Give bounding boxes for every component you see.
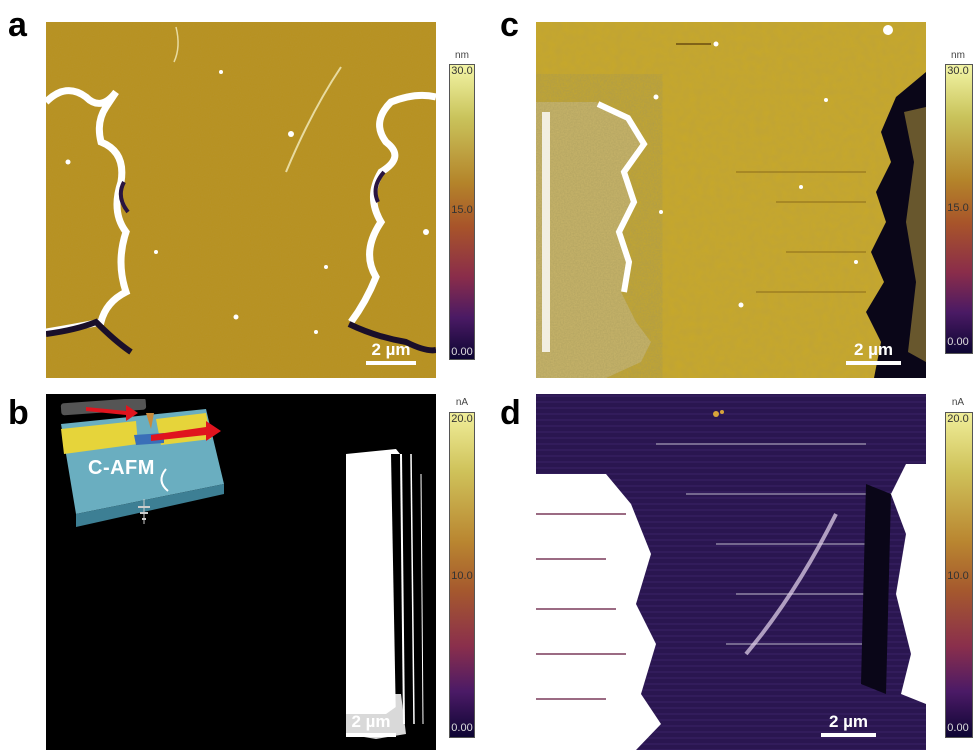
colorbar-unit-b: nA xyxy=(455,397,469,408)
current-map-d xyxy=(536,394,926,750)
colorbar-tick-min-b: 0.00 xyxy=(451,722,473,734)
current-image-d: 2 µm xyxy=(536,394,926,750)
colorbar-tick-min-d: 0.00 xyxy=(947,722,969,734)
scale-bar-label-a: 2 µm xyxy=(371,340,411,359)
scale-bar-c: 2 µm xyxy=(846,340,901,365)
colorbar-tick-mid-d: 10.0 xyxy=(947,570,969,582)
colorbar-tick-max-b: 20.0 xyxy=(451,413,473,425)
colorbar-a xyxy=(449,64,475,360)
scale-bar-line-c xyxy=(846,361,901,365)
topography-image-c: 2 µm xyxy=(536,22,926,378)
scale-bar-line-a xyxy=(366,361,416,365)
c-afm-schematic xyxy=(60,399,224,527)
colorbar-tick-min-c: 0.00 xyxy=(947,336,969,348)
colorbar-tick-max-d: 20.0 xyxy=(947,413,969,425)
scale-bar-d: 2 µm xyxy=(821,712,876,737)
current-image-b: C-AFM 2 µm xyxy=(46,394,436,750)
topography-map-c xyxy=(536,22,926,378)
scale-bar-line-b xyxy=(346,733,396,737)
colorbar-unit-a: nm xyxy=(455,50,469,61)
colorbar-b xyxy=(449,412,475,738)
colorbar-unit-c: nm xyxy=(951,50,965,61)
scale-bar-label-d: 2 µm xyxy=(828,712,869,731)
panel-letter-d: d xyxy=(500,394,521,432)
colorbar-tick-max-a: 30.0 xyxy=(451,65,473,77)
scale-bar-a: 2 µm xyxy=(366,340,416,365)
topography-image-a: 2 µm xyxy=(46,22,436,378)
colorbar-tick-mid-a: 15.0 xyxy=(451,204,473,216)
colorbar-tick-mid-b: 10.0 xyxy=(451,570,473,582)
scale-bar-line-d xyxy=(821,733,876,737)
c-afm-label: C-AFM xyxy=(88,457,155,479)
colorbar-tick-min-a: 0.00 xyxy=(451,346,473,358)
panel-letter-c: c xyxy=(500,6,519,44)
c-afm-schematic-inset: C-AFM xyxy=(56,399,226,527)
topography-map-a xyxy=(46,22,436,378)
colorbar-d xyxy=(945,412,973,738)
colorbar-unit-d: nA xyxy=(951,397,965,408)
colorbar-tick-mid-c: 15.0 xyxy=(947,202,969,214)
panel-letter-b: b xyxy=(8,394,29,432)
panel-letter-a: a xyxy=(8,6,27,44)
scale-bar-b: 2 µm xyxy=(346,712,396,737)
scale-bar-label-c: 2 µm xyxy=(853,340,894,359)
colorbar-tick-max-c: 30.0 xyxy=(947,65,969,77)
current-map-b xyxy=(46,394,436,750)
scale-bar-label-b: 2 µm xyxy=(351,712,391,731)
